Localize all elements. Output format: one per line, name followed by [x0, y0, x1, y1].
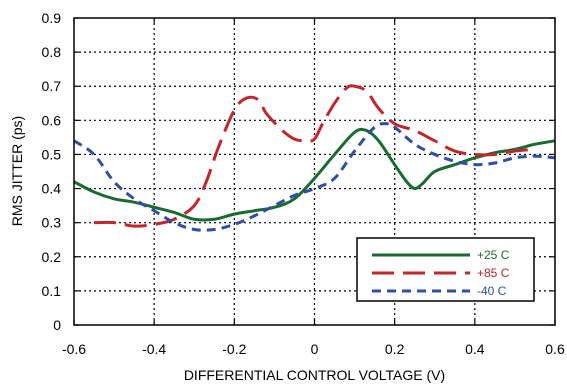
- x-tick-label: 0.4: [465, 341, 485, 357]
- axis-ticks: -0.6 -0.4 -0.2 0 0.2 0.4 0.6 0 0.1 0.2 0.3 0.4 0.5 0.…: [42, 10, 565, 357]
- series-line-25-c: [73, 127, 556, 222]
- y-tick-label: 0.4: [42, 181, 62, 197]
- x-tick-label: -0.4: [142, 341, 166, 357]
- x-tick-label: 0.6: [545, 341, 565, 357]
- y-tick-label: 0.5: [42, 146, 62, 162]
- y-tick-label: 0.9: [42, 10, 62, 26]
- y-tick-label: 0.8: [42, 44, 62, 60]
- legend-label-40-c: -40 C: [477, 284, 507, 298]
- plot-series: [73, 84, 556, 232]
- y-tick-label: 0.3: [42, 215, 62, 231]
- y-tick-label: 0.6: [42, 112, 62, 128]
- x-axis-title: DIFFERENTIAL CONTROL VOLTAGE (V): [184, 367, 445, 383]
- series-line-85-c: [94, 84, 536, 228]
- legend-label-25-c: +25 C: [477, 248, 510, 262]
- y-tick-label: 0: [53, 317, 61, 333]
- y-tick-label: 0.2: [42, 249, 62, 265]
- series-line-40-c: [73, 122, 556, 232]
- x-tick-label: -0.6: [62, 341, 86, 357]
- x-tick-label: 0.2: [385, 341, 405, 357]
- y-axis-title: RMS JITTER (ps): [9, 116, 25, 226]
- legend-label-85-c: +85 C: [477, 266, 510, 280]
- x-tick-label: 0: [311, 341, 319, 357]
- x-tick-label: -0.2: [222, 341, 246, 357]
- y-tick-label: 0.1: [42, 283, 62, 299]
- y-tick-label: 0.7: [42, 78, 62, 94]
- legend-box: [356, 237, 535, 302]
- legend: +25 C +85 C -40 C: [356, 237, 535, 302]
